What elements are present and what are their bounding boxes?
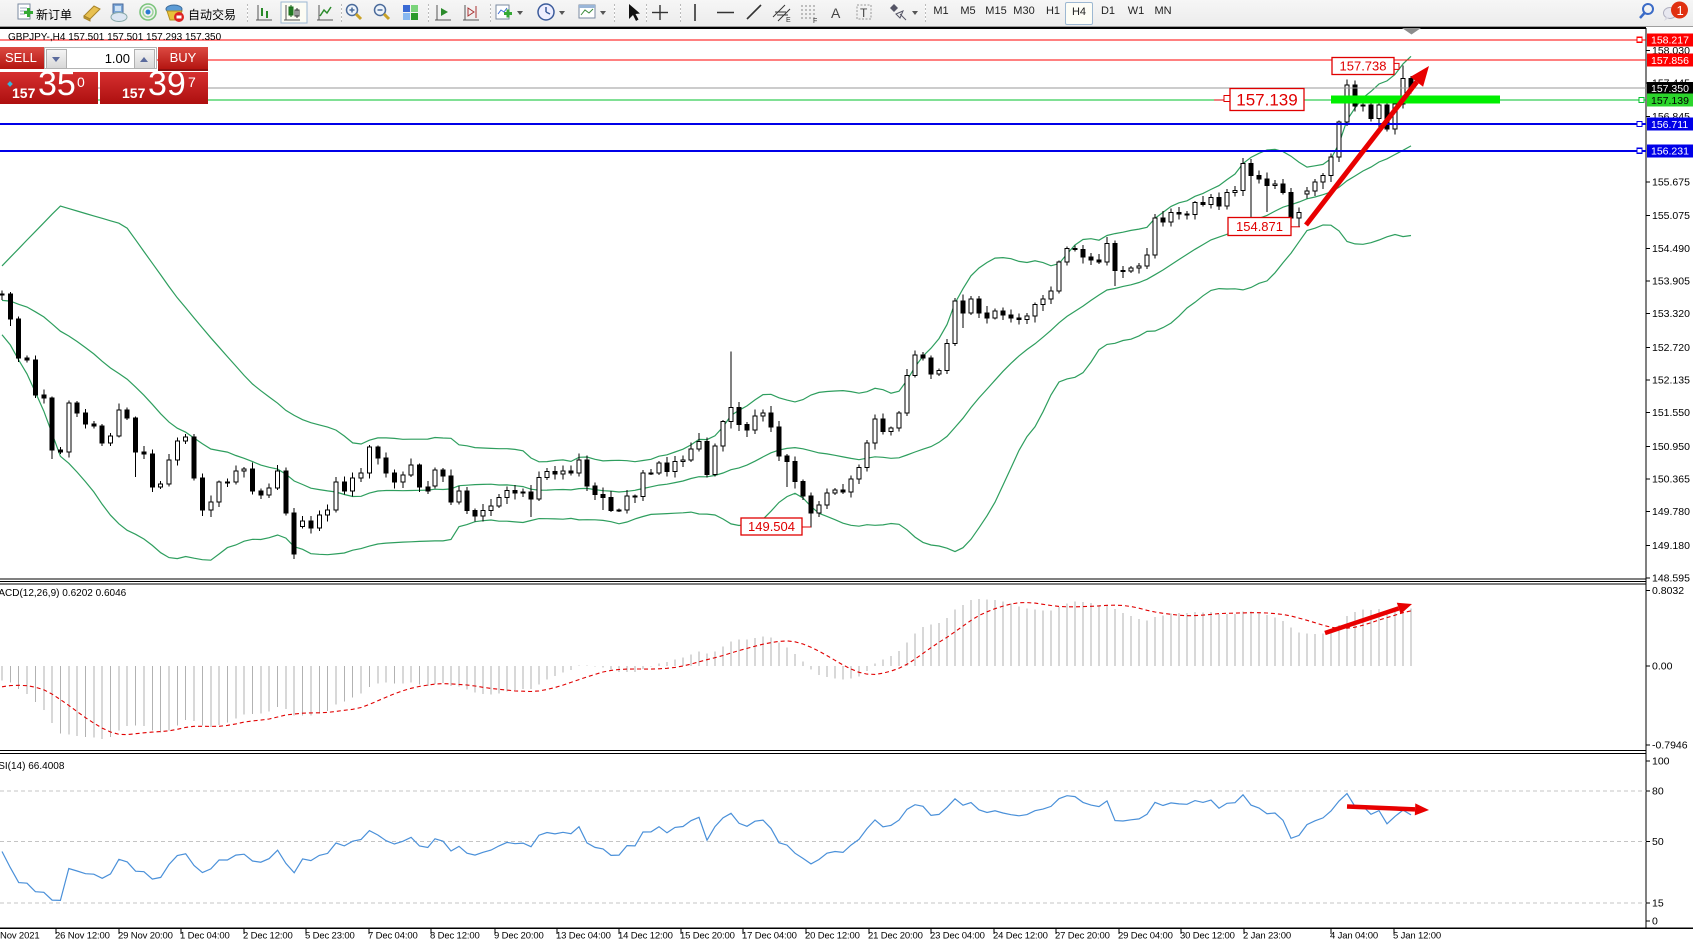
svg-text:24 Dec 12:00: 24 Dec 12:00 bbox=[993, 931, 1048, 942]
svg-text:80: 80 bbox=[1652, 786, 1664, 798]
svg-text:152.135: 152.135 bbox=[1652, 375, 1690, 387]
svg-text:149.504: 149.504 bbox=[748, 519, 795, 534]
svg-text:RSI(14) 66.4008: RSI(14) 66.4008 bbox=[0, 761, 65, 772]
svg-text:-0.7946: -0.7946 bbox=[1652, 740, 1688, 752]
svg-text:A: A bbox=[831, 5, 841, 21]
svg-text:150.365: 150.365 bbox=[1652, 474, 1690, 486]
svg-text:4 Jan 04:00: 4 Jan 04:00 bbox=[1330, 931, 1378, 942]
svg-text:157.350: 157.350 bbox=[1651, 83, 1689, 95]
svg-text:23 Dec 04:00: 23 Dec 04:00 bbox=[930, 931, 985, 942]
svg-text:8 Dec 12:00: 8 Dec 12:00 bbox=[430, 931, 480, 942]
svg-text:26 Nov 12:00: 26 Nov 12:00 bbox=[55, 931, 110, 942]
svg-text:9 Dec 20:00: 9 Dec 20:00 bbox=[494, 931, 544, 942]
svg-text:100: 100 bbox=[1652, 756, 1670, 768]
svg-text:156.711: 156.711 bbox=[1651, 119, 1688, 131]
svg-text:5 Dec 23:00: 5 Dec 23:00 bbox=[305, 931, 355, 942]
svg-text:155.675: 155.675 bbox=[1652, 177, 1690, 189]
svg-text:150.950: 150.950 bbox=[1652, 441, 1690, 453]
svg-text:29 Dec 04:00: 29 Dec 04:00 bbox=[1118, 931, 1173, 942]
svg-text:1 Dec 04:00: 1 Dec 04:00 bbox=[180, 931, 230, 942]
svg-text:13 Dec 04:00: 13 Dec 04:00 bbox=[556, 931, 611, 942]
svg-text:2 Jan 23:00: 2 Jan 23:00 bbox=[1243, 931, 1291, 942]
svg-text:149.180: 149.180 bbox=[1652, 540, 1690, 552]
svg-text:0.8032: 0.8032 bbox=[1652, 585, 1684, 597]
svg-text:153.320: 153.320 bbox=[1652, 308, 1690, 320]
svg-text:155.075: 155.075 bbox=[1652, 210, 1690, 222]
svg-text:15: 15 bbox=[1652, 898, 1664, 910]
svg-text:158.217: 158.217 bbox=[1651, 35, 1689, 47]
svg-text:17 Dec 04:00: 17 Dec 04:00 bbox=[742, 931, 797, 942]
svg-text:0.00: 0.00 bbox=[1652, 661, 1673, 673]
svg-text:154.490: 154.490 bbox=[1652, 243, 1690, 255]
svg-text:T: T bbox=[860, 6, 868, 20]
svg-text:F: F bbox=[813, 18, 817, 25]
svg-text:E: E bbox=[786, 17, 791, 24]
svg-text:21 Dec 20:00: 21 Dec 20:00 bbox=[868, 931, 923, 942]
svg-text:157.139: 157.139 bbox=[1651, 95, 1689, 107]
svg-text:5 Jan 12:00: 5 Jan 12:00 bbox=[1393, 931, 1441, 942]
svg-text:7 Dec 04:00: 7 Dec 04:00 bbox=[368, 931, 418, 942]
svg-text:50: 50 bbox=[1652, 836, 1664, 848]
svg-text:27 Dec 20:00: 27 Dec 20:00 bbox=[1055, 931, 1110, 942]
svg-text:157.738: 157.738 bbox=[1340, 59, 1387, 74]
svg-text:153.905: 153.905 bbox=[1652, 276, 1690, 288]
svg-text:148.595: 148.595 bbox=[1652, 573, 1690, 585]
svg-text:1: 1 bbox=[1677, 3, 1684, 18]
svg-text:2 Dec 12:00: 2 Dec 12:00 bbox=[243, 931, 293, 942]
svg-text:29 Nov 20:00: 29 Nov 20:00 bbox=[118, 931, 173, 942]
svg-text:149.780: 149.780 bbox=[1652, 506, 1690, 518]
svg-text:20 Dec 12:00: 20 Dec 12:00 bbox=[805, 931, 860, 942]
svg-text:157.139: 157.139 bbox=[1236, 91, 1297, 110]
svg-text:157.856: 157.856 bbox=[1651, 55, 1689, 67]
svg-text:14 Dec 12:00: 14 Dec 12:00 bbox=[618, 931, 673, 942]
svg-text:Nov 2021: Nov 2021 bbox=[0, 931, 39, 942]
svg-text:15 Dec 20:00: 15 Dec 20:00 bbox=[680, 931, 735, 942]
svg-text:154.871: 154.871 bbox=[1236, 219, 1283, 234]
svg-text:152.720: 152.720 bbox=[1652, 342, 1690, 354]
svg-text:151.550: 151.550 bbox=[1652, 407, 1690, 419]
svg-text:30 Dec 12:00: 30 Dec 12:00 bbox=[1180, 931, 1235, 942]
svg-text:156.231: 156.231 bbox=[1651, 146, 1689, 158]
svg-text:MACD(12,26,9) 0.6202 0.6046: MACD(12,26,9) 0.6202 0.6046 bbox=[0, 588, 127, 599]
svg-text:GBPJPY-,H4 157.501 157.501 15: GBPJPY-,H4 157.501 157.501 157.293 157.3… bbox=[8, 32, 222, 43]
svg-text:0: 0 bbox=[1652, 916, 1658, 928]
